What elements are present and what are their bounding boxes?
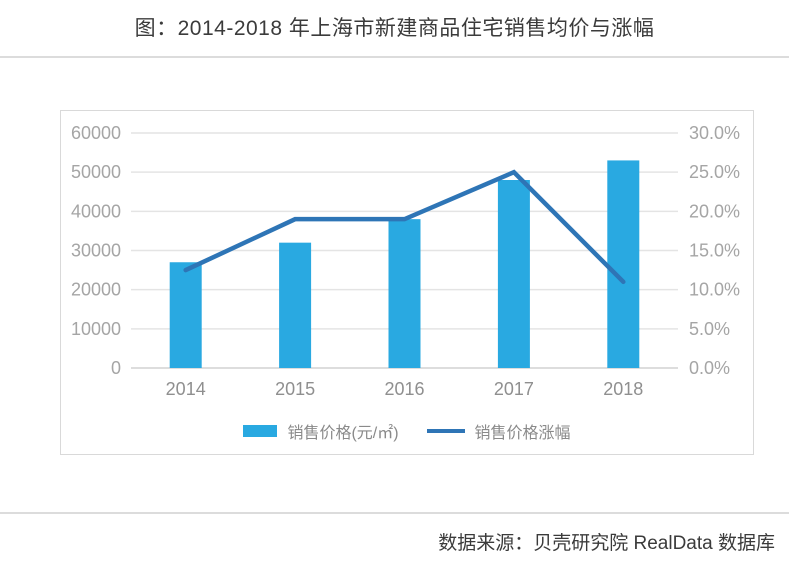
right-axis-tick-label: 30.0%: [689, 123, 740, 143]
page-title: 图：2014-2018 年上海市新建商品住宅销售均价与涨幅: [134, 17, 655, 40]
x-axis-category-label: 2015: [275, 379, 315, 399]
left-axis-tick-label: 10000: [71, 319, 121, 339]
x-axis-category-label: 2014: [166, 379, 206, 399]
left-axis-tick-label: 40000: [71, 201, 121, 221]
right-axis-tick-label: 10.0%: [689, 280, 740, 300]
price-bar: [497, 180, 530, 368]
footer-divider: [0, 512, 789, 514]
left-axis-tick-label: 0: [111, 358, 121, 378]
right-axis-tick-label: 20.0%: [689, 201, 740, 221]
right-axis-tick-label: 15.0%: [689, 241, 740, 261]
left-axis-tick-label: 20000: [71, 280, 121, 300]
x-axis-category-label: 2018: [603, 379, 643, 399]
right-axis-tick-label: 25.0%: [689, 162, 740, 182]
x-axis-category-label: 2017: [494, 379, 534, 399]
chart-panel: 0 0.0% 10000 5.0% 20000 10.0% 30000 15.0% 40000 2…: [60, 110, 754, 455]
legend-line-swatch-icon: [426, 429, 465, 433]
legend-bar-swatch-icon: [243, 425, 278, 437]
price-bar: [607, 160, 640, 368]
left-axis-tick-label: 50000: [71, 162, 121, 182]
chart-legend: 销售价格(元/㎡) 销售价格涨幅: [61, 419, 753, 443]
left-axis-tick-label: 30000: [71, 241, 121, 261]
right-axis-tick-label: 0.0%: [689, 358, 730, 378]
price-bar: [169, 262, 202, 368]
x-axis-category-label: 2016: [384, 379, 424, 399]
price-bar: [388, 219, 421, 368]
combo-chart: 0 0.0% 10000 5.0% 20000 10.0% 30000 15.0% 40000 2…: [71, 123, 740, 399]
price-bar: [279, 242, 312, 368]
legend-bar-label: 销售价格(元/㎡): [287, 425, 399, 442]
growth-rate-line: [183, 169, 626, 285]
right-axis-tick-label: 5.0%: [689, 319, 730, 339]
data-source-caption: 数据来源：贝壳研究院 RealData 数据库: [438, 533, 775, 554]
legend-line-label: 销售价格涨幅: [474, 425, 571, 442]
title-divider: [0, 56, 789, 58]
left-axis-tick-label: 60000: [71, 123, 121, 143]
